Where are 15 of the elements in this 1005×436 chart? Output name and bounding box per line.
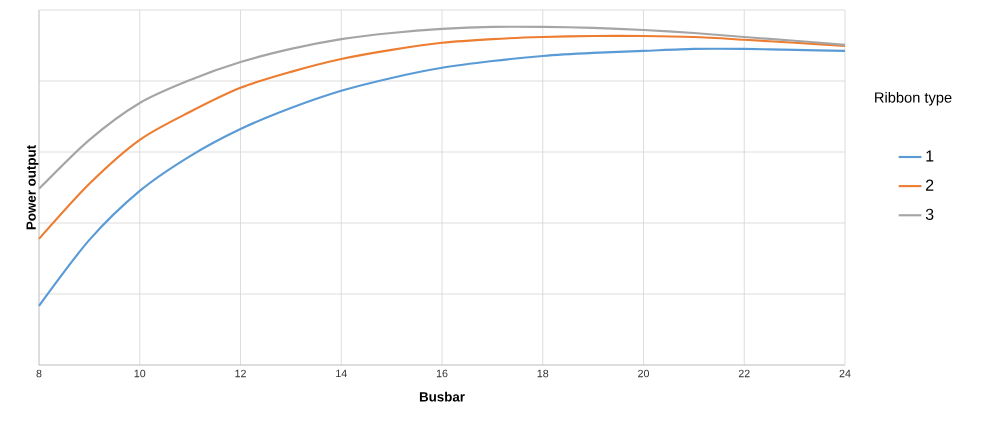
x-tick-label: 12 <box>235 369 246 378</box>
y-axis-title: Power output <box>26 145 39 230</box>
x-tick-label: 20 <box>638 369 650 378</box>
x-tick-label: 14 <box>336 369 347 378</box>
x-tick-label: 24 <box>839 369 851 378</box>
x-tick-label: 8 <box>36 369 42 378</box>
legend-label: 2 <box>925 179 934 191</box>
legend-title: Ribbon type <box>875 91 952 106</box>
legend-label: 1 <box>926 150 934 162</box>
x-axis-title: Busbar <box>419 391 465 402</box>
x-tick-label: 16 <box>436 369 448 378</box>
x-tick-label: 10 <box>134 369 146 378</box>
x-tick-label: 22 <box>738 369 750 378</box>
x-tick-label: 18 <box>537 369 549 378</box>
legend-label: 3 <box>925 208 934 220</box>
